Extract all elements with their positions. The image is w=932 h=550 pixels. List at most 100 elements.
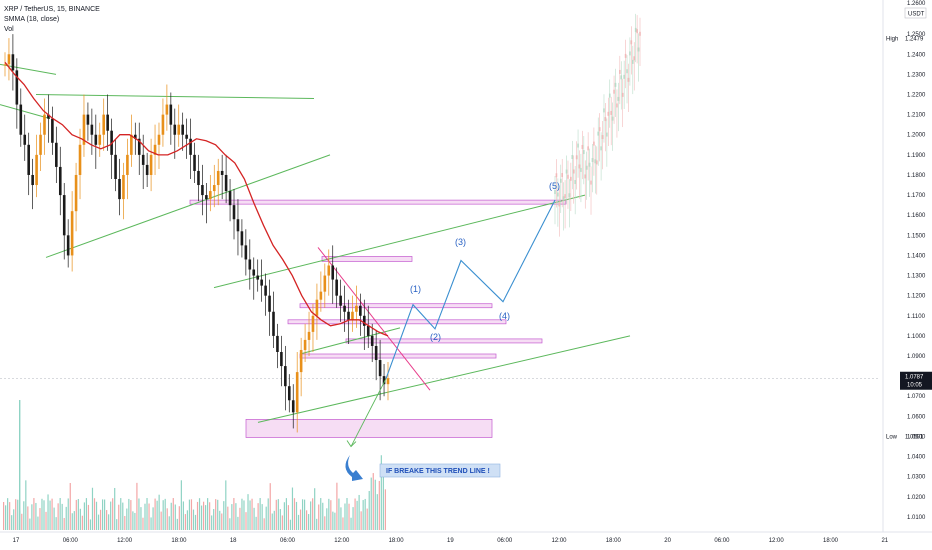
volume-bar: [106, 510, 108, 530]
volume-bar: [340, 507, 342, 530]
volume-bar: [376, 494, 378, 530]
volume-bar: [108, 514, 110, 530]
volume-bar: [310, 501, 312, 530]
price-tick-14: 1.1100: [907, 314, 926, 320]
candle-body: [27, 144, 30, 175]
candle-body: [295, 372, 299, 413]
candle-body: [197, 170, 200, 186]
candle-body: [303, 339, 307, 350]
volume-bar: [215, 499, 217, 530]
candle-body: [378, 360, 382, 377]
price-tick-16: 1.0900: [907, 354, 926, 360]
future-body: [631, 59, 634, 64]
smma-legend[interactable]: SMMA (18, close): [4, 16, 60, 23]
price-zones: [189, 199, 567, 438]
candle-body: [130, 134, 133, 155]
volume-bar: [219, 510, 221, 530]
candle-body: [319, 291, 323, 300]
volume-bar: [285, 498, 287, 530]
future-body: [584, 174, 587, 179]
volume-bar: [61, 503, 63, 530]
time-tick-7: 18:00: [389, 538, 405, 544]
candle-body: [23, 134, 27, 145]
trend-line-0: [0, 63, 57, 75]
candle-body: [165, 104, 169, 115]
candle-body: [141, 154, 145, 165]
volume-bar: [25, 480, 27, 530]
volume-bar: [330, 500, 332, 530]
candle-body: [248, 259, 252, 270]
annotation-box[interactable]: [379, 463, 501, 478]
future-body: [588, 162, 591, 167]
candle-body: [347, 311, 350, 320]
volume-bar: [362, 500, 364, 530]
future-body: [574, 180, 576, 185]
candle-body: [19, 104, 23, 135]
volume-bar: [39, 508, 41, 530]
volume-bar: [384, 489, 386, 530]
candle-body: [382, 376, 386, 385]
trend-line-4: [213, 194, 586, 289]
volume-bar: [251, 498, 253, 530]
volume-bar: [116, 519, 118, 530]
candle-body: [212, 185, 216, 192]
curved-arrow-icon: [345, 455, 363, 481]
price-tick-top: 1.2600: [907, 1, 926, 7]
time-tick-1: 06:00: [63, 538, 79, 544]
volume-bar: [324, 516, 326, 530]
time-axis[interactable]: 17 06:00 12:00 18:00 18 06:00 12:00 18:00 19 06:0…: [13, 538, 889, 544]
projection-line: [385, 199, 556, 379]
future-body: [577, 143, 579, 148]
time-tick-2: 12:00: [117, 538, 133, 544]
volume-bar: [237, 516, 239, 530]
volume-bar: [13, 509, 15, 530]
future-body: [620, 75, 623, 80]
future-body: [608, 93, 611, 98]
volume-bar: [122, 502, 124, 530]
volume-bars: [3, 400, 386, 530]
candle-body: [51, 118, 54, 143]
candle-body: [386, 378, 390, 385]
future-body: [611, 116, 614, 121]
price-tick-15: 1.1000: [907, 334, 926, 340]
volume-bar: [221, 513, 223, 530]
price-axis[interactable]: 1.2500 1.2400 1.2300 1.2200 1.2100 1.2000 1.19…: [907, 32, 926, 521]
candle-body: [102, 114, 106, 135]
candle-body: [268, 295, 271, 312]
future-body: [565, 169, 568, 174]
volume-bar: [71, 513, 73, 530]
trend-line-3: [45, 154, 331, 258]
volume-bar: [31, 504, 33, 530]
candle-body: [323, 275, 327, 292]
chart-title[interactable]: XRP / TetherUS, 15, BINANCE: [4, 6, 100, 13]
candle-body: [374, 345, 378, 361]
candle-body: [114, 154, 117, 179]
volume-bar: [239, 507, 241, 530]
candle-body: [11, 54, 15, 71]
volume-bar: [312, 498, 314, 530]
volume-bar: [7, 498, 9, 530]
candle-body: [133, 134, 137, 139]
price-tick-21: 1.0400: [907, 455, 926, 461]
volume-bar: [130, 500, 132, 530]
future-body: [559, 178, 562, 183]
candle-body: [291, 400, 295, 413]
volume-bar: [344, 503, 346, 530]
future-body: [597, 131, 600, 136]
price-tick-5: 1.2000: [907, 133, 926, 139]
candle-body: [118, 178, 121, 200]
volume-bar: [45, 511, 47, 530]
candle-body: [224, 174, 228, 192]
volume-legend[interactable]: Vol: [4, 26, 14, 33]
future-body: [621, 92, 624, 97]
candle-body: [47, 114, 50, 119]
volume-bar: [83, 502, 85, 530]
time-tick-4: 18: [230, 538, 237, 544]
candle-body: [299, 349, 303, 373]
trend-line-2: [35, 94, 315, 100]
volume-bar: [168, 516, 170, 530]
volume-bar: [97, 514, 100, 530]
price-tick-22: 1.0300: [907, 475, 926, 481]
trend-line-5: [299, 327, 401, 355]
